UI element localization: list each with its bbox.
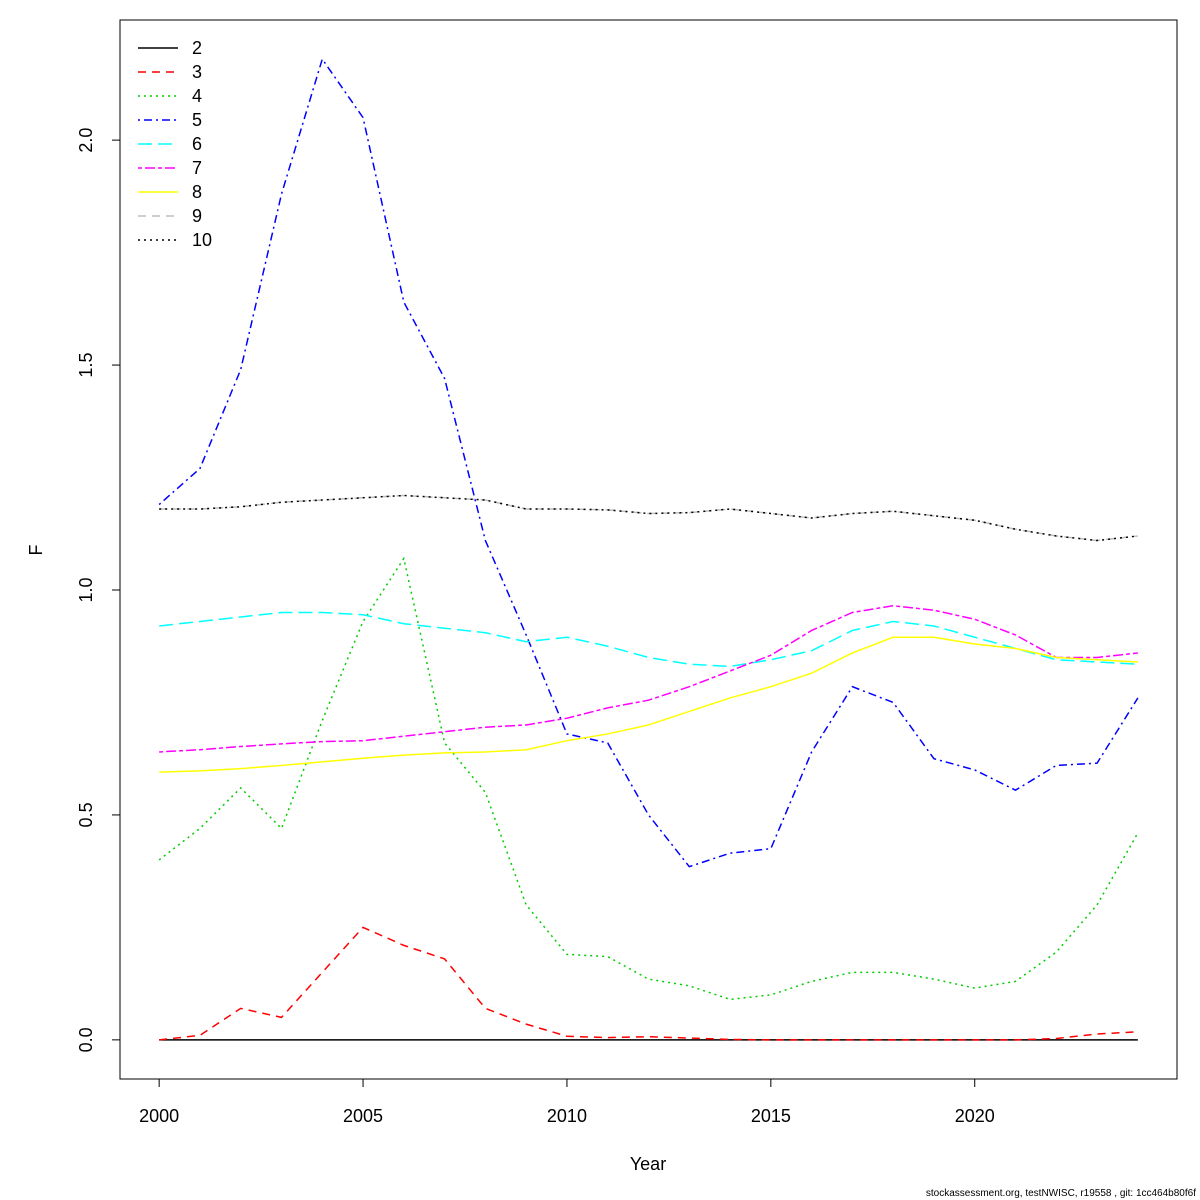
y-axis-label: F <box>26 545 46 556</box>
x-tick-label: 2005 <box>343 1106 383 1126</box>
x-tick-label: 2010 <box>547 1106 587 1126</box>
legend-label: 7 <box>192 158 202 178</box>
series-line <box>159 604 1138 753</box>
legend-label: 9 <box>192 206 202 226</box>
legend-label: 6 <box>192 134 202 154</box>
x-tick-label: 2000 <box>139 1106 179 1126</box>
legend-label: 4 <box>192 86 202 106</box>
footer: stockassessment.org, testNWISC, r19558 ,… <box>926 1188 1196 1199</box>
series-line <box>159 494 1138 542</box>
series-line <box>159 636 1138 773</box>
legend-label: 5 <box>192 110 202 130</box>
series-line <box>159 611 1138 668</box>
series-line <box>159 926 1138 1041</box>
legend-label: 8 <box>192 182 202 202</box>
y-tick-label: 2.0 <box>76 128 96 153</box>
x-axis-label: Year <box>630 1154 666 1174</box>
legend-label: 2 <box>192 38 202 58</box>
legend-label: 3 <box>192 62 202 82</box>
x-tick-label: 2015 <box>751 1106 791 1126</box>
y-tick-label: 1.0 <box>76 577 96 602</box>
series-line <box>158 57 1139 868</box>
x-tick-label: 2020 <box>955 1106 995 1126</box>
legend-label: 10 <box>192 230 212 250</box>
plot-frame <box>119 19 1178 1080</box>
series-line <box>159 494 1138 542</box>
y-tick-label: 0.0 <box>76 1027 96 1052</box>
series-line <box>158 556 1139 1001</box>
y-tick-label: 0.5 <box>76 802 96 827</box>
y-tick-label: 1.5 <box>76 353 96 378</box>
